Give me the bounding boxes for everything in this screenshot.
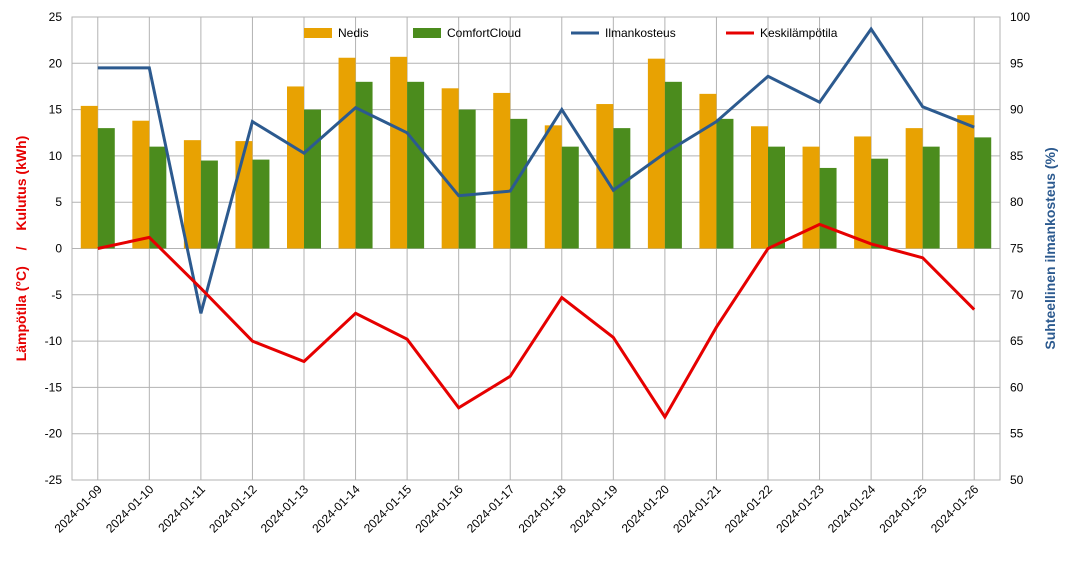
bar — [699, 93, 717, 249]
bar — [974, 137, 992, 249]
y-tick-label-left: 10 — [49, 149, 63, 163]
bar — [854, 136, 872, 249]
legend-swatch — [304, 28, 332, 38]
x-tick-label: 2024-01-14 — [309, 482, 363, 536]
bar — [80, 105, 98, 249]
bar — [751, 126, 768, 249]
bar — [561, 146, 579, 249]
bar — [647, 58, 665, 249]
x-tick-label: 2024-01-10 — [103, 482, 157, 536]
y-tick-label-right: 100 — [1010, 10, 1030, 24]
x-tick-label: 2024-01-16 — [412, 482, 466, 536]
y-tick-label-right: 50 — [1010, 473, 1024, 487]
y-tick-label-right: 90 — [1010, 103, 1024, 117]
x-tick-label: 2024-01-11 — [155, 482, 208, 535]
y-tick-label-right: 65 — [1010, 334, 1024, 348]
x-tick-label: 2024-01-23 — [773, 482, 827, 536]
y-tick-label-right: 85 — [1010, 149, 1024, 163]
bar — [905, 128, 923, 249]
bars — [80, 56, 992, 249]
x-tick-label: 2024-01-13 — [258, 482, 312, 536]
legend-label: Keskilämpötila — [760, 26, 838, 40]
bar — [304, 109, 321, 249]
y-tick-label-left: 15 — [49, 103, 63, 117]
bar — [716, 118, 734, 249]
x-tick-label: 2024-01-15 — [361, 482, 415, 536]
x-tick-label: 2024-01-26 — [928, 482, 982, 536]
x-tick-label: 2024-01-20 — [619, 482, 673, 536]
series-line — [97, 222, 976, 420]
legend-label: Ilmankosteus — [605, 26, 676, 40]
x-tick-label: 2024-01-21 — [670, 482, 724, 536]
bar — [149, 146, 167, 249]
bar — [97, 128, 115, 249]
y-tick-label-right: 75 — [1010, 242, 1024, 256]
bar — [458, 109, 476, 249]
y-tick-label-left: -25 — [45, 473, 63, 487]
x-tick-label: 2024-01-24 — [825, 482, 879, 536]
bar — [132, 120, 150, 249]
legend-label: ComfortCloud — [447, 26, 521, 40]
bar — [802, 146, 820, 249]
y-tick-label-left: -10 — [45, 334, 63, 348]
x-tick-label: 2024-01-12 — [206, 482, 260, 536]
y-tick-label-left: 5 — [55, 195, 62, 209]
y-tick-label-left: 25 — [49, 10, 63, 24]
bar — [355, 81, 373, 249]
y-tick-label-left: -15 — [45, 380, 63, 394]
y-axis-title-left: Lämpötila (°C) / Kulutus (kWh) — [13, 136, 29, 362]
bar — [871, 158, 889, 249]
legend-swatch — [413, 28, 441, 38]
bar — [922, 146, 940, 249]
bar — [819, 167, 837, 249]
axis-titles: Lämpötila (°C) / Kulutus (kWh) Suhteelli… — [13, 136, 1058, 362]
bar — [544, 125, 562, 249]
bar — [957, 115, 975, 249]
bar — [768, 146, 785, 249]
y-tick-label-right: 95 — [1010, 56, 1024, 70]
lines — [97, 26, 976, 420]
y-axis-title-consumption: Kulutus (kWh) — [13, 136, 29, 231]
bar — [287, 86, 304, 249]
y-tick-label-left: -20 — [45, 427, 63, 441]
y-axis-title-separator: / — [13, 246, 29, 250]
y-tick-label-right: 55 — [1010, 427, 1024, 441]
legend-label: Nedis — [338, 26, 369, 40]
y-tick-label-left: 0 — [55, 242, 62, 256]
bar — [441, 88, 459, 249]
bar — [493, 92, 511, 249]
y-tick-label-right: 80 — [1010, 195, 1024, 209]
y-tick-label-left: 20 — [49, 56, 63, 70]
bar — [510, 118, 528, 249]
legend: Nedis ComfortCloud Ilmankosteus Keskilämpöt… — [304, 26, 838, 40]
bar — [183, 140, 201, 249]
bar — [613, 128, 631, 249]
bar — [338, 57, 356, 249]
y-tick-label-right: 60 — [1010, 380, 1024, 394]
series-line — [97, 26, 975, 314]
y-tick-label-right: 70 — [1010, 288, 1024, 302]
x-tick-label: 2024-01-22 — [722, 482, 776, 536]
bar — [407, 81, 425, 249]
x-tick-label: 2024-01-25 — [876, 482, 930, 536]
x-tick-label: 2024-01-09 — [52, 482, 106, 536]
x-tick-label: 2024-01-18 — [516, 482, 570, 536]
y-axis-title-right: Suhteellinen ilmankosteus (%) — [1042, 147, 1058, 349]
bar — [390, 56, 408, 249]
bar — [664, 81, 682, 249]
y-axis-title-temperature: Lämpötila (°C) — [13, 266, 29, 361]
y-tick-label-left: -5 — [51, 288, 62, 302]
x-tick-label: 2024-01-19 — [567, 482, 621, 536]
x-tick-label: 2024-01-17 — [464, 482, 518, 536]
bar — [200, 160, 218, 249]
bar — [252, 159, 270, 249]
